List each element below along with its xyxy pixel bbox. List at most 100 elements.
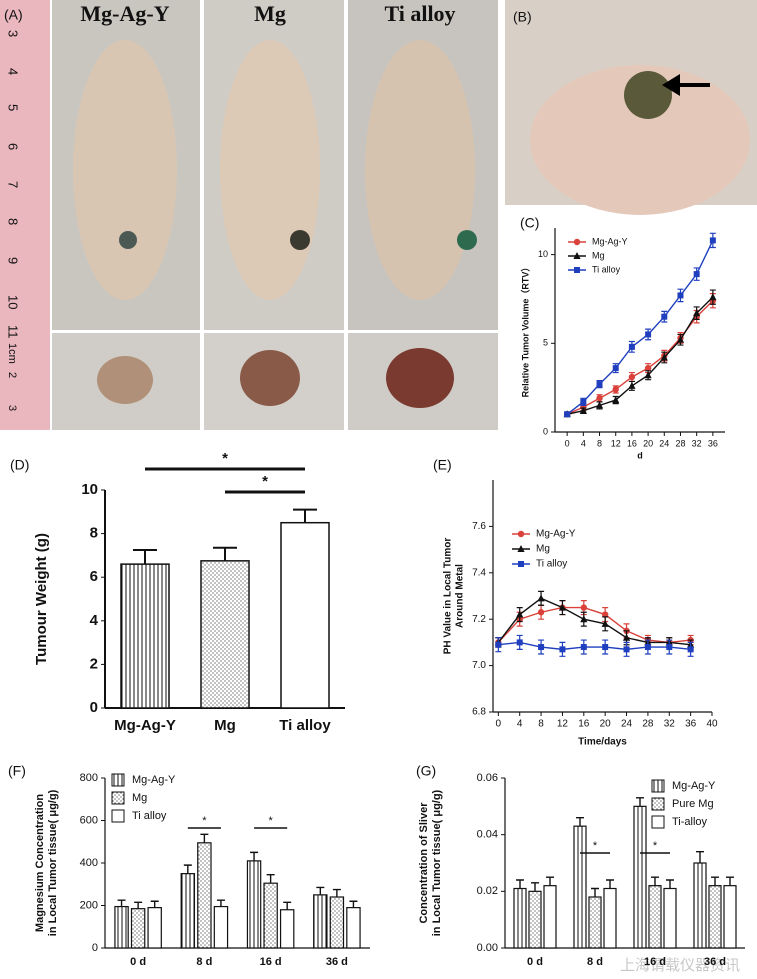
marker	[580, 644, 587, 651]
group-label: Mg	[254, 1, 286, 26]
legend-label: Mg-Ag-Y	[132, 774, 176, 786]
x-tick-label: 16 d	[260, 956, 282, 968]
marker	[538, 644, 545, 651]
photo-a: (A)	[0, 0, 498, 430]
bar	[130, 908, 146, 949]
error-bar	[134, 901, 143, 909]
y-tick-label: 10	[538, 249, 548, 259]
legend-label: Mg-Ag-Y	[672, 780, 716, 792]
x-tick-label: 0 d	[130, 956, 146, 968]
legend-label: Pure Mg	[672, 798, 714, 810]
y-tick-label: 4	[90, 612, 99, 629]
bar	[573, 825, 587, 949]
legend-label: Mg	[132, 792, 147, 804]
legend-swatch	[111, 773, 125, 787]
y-tick-label: 8	[90, 525, 98, 542]
bar	[263, 882, 278, 949]
error-bar	[546, 876, 554, 886]
marker	[573, 238, 581, 246]
error-bar	[726, 876, 734, 886]
marker	[517, 530, 525, 538]
ruler-label: 11	[6, 325, 21, 339]
bar	[180, 873, 196, 949]
error-bar	[332, 888, 341, 897]
series-line	[566, 300, 714, 415]
bar	[329, 896, 345, 949]
x-tick-label: 4	[581, 438, 586, 448]
y-tick-label: 800	[80, 772, 98, 784]
mouse	[365, 40, 475, 300]
y-axis-label: Relative Tumor Volume（RTV）	[520, 263, 530, 398]
marker	[677, 292, 684, 299]
marker	[628, 381, 636, 389]
error-bar	[213, 546, 237, 561]
x-tick-label: 32	[664, 719, 676, 730]
y-tick-label: 7.4	[472, 567, 486, 578]
marker	[623, 646, 630, 653]
y-axis-label: in Local Tumor tissue( μg/g)	[47, 789, 59, 936]
significance-label: *	[593, 840, 598, 852]
y-tick-label: 6	[90, 568, 98, 585]
y-tick-label: 0.00	[477, 942, 498, 954]
error-bar	[200, 833, 209, 843]
y-tick-label: 10	[81, 481, 98, 498]
bar	[663, 887, 677, 949]
ruler	[0, 0, 50, 430]
x-tick-label: 24	[621, 719, 633, 730]
bar	[114, 905, 129, 949]
bar	[197, 842, 212, 949]
x-tick-label: Mg	[214, 717, 236, 734]
bar	[346, 907, 361, 949]
marker	[687, 646, 694, 653]
marker	[559, 646, 566, 653]
error-bar	[651, 876, 659, 886]
marker	[580, 398, 587, 405]
bar	[246, 860, 262, 949]
error-bar	[516, 879, 524, 889]
implant	[290, 230, 310, 250]
x-tick-label: Ti alloy	[279, 717, 331, 734]
marker	[661, 313, 668, 320]
implant	[457, 230, 477, 250]
legend-label: Mg	[592, 250, 605, 260]
y-tick-label: 7.6	[472, 521, 486, 532]
marker	[676, 335, 685, 343]
y-tick-label: 0	[90, 699, 98, 716]
x-tick-label: 8	[538, 719, 544, 730]
marker	[628, 343, 635, 350]
error-bar	[576, 816, 584, 827]
y-tick-label: 600	[80, 814, 98, 826]
marker	[580, 604, 588, 611]
bar	[528, 890, 542, 949]
panel-label: (C)	[520, 215, 539, 231]
x-tick-label: 20	[600, 719, 612, 730]
y-tick-label: 5	[543, 338, 548, 348]
x-tick-label: 8 d	[587, 956, 603, 968]
y-tick-label: 0	[92, 942, 98, 954]
marker	[666, 644, 673, 651]
panel-label: (F)	[8, 763, 26, 779]
marker	[645, 331, 652, 338]
x-tick-label: 12	[611, 438, 621, 448]
x-axis-label: d	[637, 450, 643, 460]
marker	[709, 293, 717, 301]
marker	[612, 365, 619, 372]
ruler-label: 2	[6, 372, 18, 378]
error-bar	[531, 882, 539, 892]
error-bar	[266, 873, 275, 884]
y-tick-label: 0.06	[477, 772, 498, 784]
error-bar	[591, 887, 599, 897]
legend-swatch	[651, 797, 665, 811]
marker	[628, 373, 636, 381]
significance-label: *	[222, 450, 228, 467]
tumor	[386, 348, 454, 408]
mouse	[530, 65, 750, 215]
legend-label: Ti alloy	[132, 810, 167, 822]
x-tick-label: 28	[675, 438, 685, 448]
tumor	[240, 350, 300, 406]
error-bar	[316, 886, 325, 895]
bar	[543, 885, 557, 949]
error-bar	[250, 851, 259, 861]
mouse	[220, 40, 320, 300]
